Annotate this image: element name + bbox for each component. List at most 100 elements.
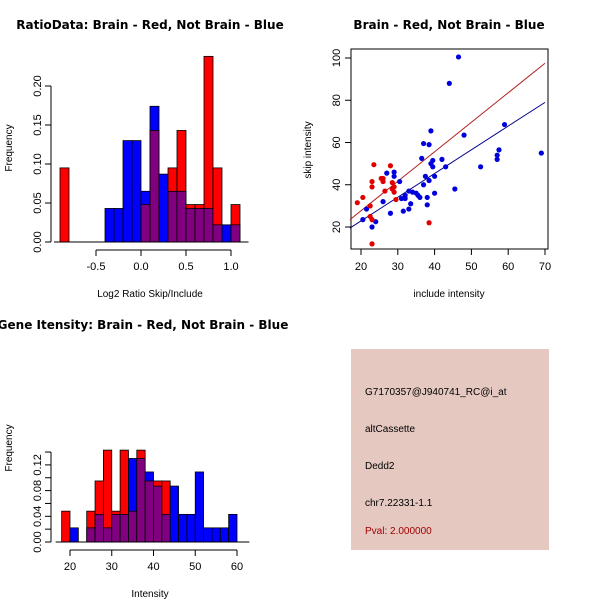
- scatter-points: [354, 54, 544, 247]
- gene-histogram-bar-not-brain: [211, 527, 221, 543]
- brain-point: [380, 178, 386, 185]
- ratio-histogram: RatioData: Brain - Red, Not Brain - Blue…: [4, 18, 284, 300]
- gene-histogram-bar-brain: [61, 510, 71, 543]
- not-brain-point: [369, 224, 375, 230]
- ratio-histogram-y-tick-label: 0.05: [32, 192, 44, 213]
- ratio-histogram-bar-overlap: [149, 130, 160, 243]
- gene-histogram-bar-overlap: [153, 485, 163, 543]
- not-brain-point: [452, 186, 458, 192]
- ratio-histogram-bar-overlap: [230, 224, 241, 243]
- scatter-x-tick-label: 20: [355, 261, 367, 273]
- brain-point: [369, 217, 375, 223]
- ratio-histogram-bar-overlap: [167, 190, 178, 243]
- gene-histogram-bar-overlap: [144, 480, 154, 543]
- scatter-x-tick-label: 60: [502, 261, 514, 273]
- scatter-y-tick-label: 100: [331, 49, 343, 67]
- gene-histogram-xlabel: Intensity: [131, 589, 168, 600]
- brain-point: [382, 188, 388, 194]
- gene-histogram-bar-overlap: [111, 513, 121, 543]
- gene-histogram-bar-overlap: [103, 527, 113, 543]
- gene-histogram-bar-overlap: [128, 510, 138, 543]
- scatter-x-tick-label: 40: [428, 261, 440, 273]
- gene-histogram-bar-overlap: [86, 527, 96, 543]
- not-brain-point: [428, 128, 434, 134]
- brain-point: [387, 163, 394, 169]
- ratio-histogram-bar-overlap: [194, 208, 205, 243]
- gene-histogram-x-tick-label: 30: [106, 561, 118, 573]
- gene-histogram-bar-not-brain: [169, 485, 179, 543]
- not-brain-point: [380, 199, 386, 205]
- gene-histogram-y-tick-label: 0.12: [32, 454, 44, 475]
- not-brain-point: [432, 173, 438, 179]
- gene-histogram-bar-not-brain: [69, 527, 79, 543]
- scatter-y-tick-label: 80: [331, 94, 343, 106]
- not-brain-point: [432, 190, 438, 196]
- ratio-histogram-bar-not-brain: [104, 208, 115, 243]
- brain-fit-line: [349, 62, 546, 220]
- scatter-fit-lines: [349, 62, 546, 229]
- ratio-histogram-bar-not-brain: [113, 208, 124, 243]
- not-brain-point: [400, 208, 406, 214]
- ratio-histogram-title: RatioData: Brain - Red, Not Brain - Blue: [16, 18, 283, 32]
- gene-histogram-bar-not-brain: [194, 471, 205, 543]
- not-brain-point: [455, 54, 462, 60]
- gene-histogram-x-tick-label: 40: [147, 561, 159, 573]
- gene-intensity-histogram: Gene Itensity: Brain - Red, Not Brain - …: [0, 318, 288, 600]
- gene-histogram-bar-not-brain: [178, 513, 188, 543]
- not-brain-point: [496, 147, 502, 153]
- not-brain-point: [478, 164, 484, 170]
- ratio-histogram-bar-not-brain: [131, 140, 142, 243]
- not-brain-point: [494, 156, 500, 162]
- gene-histogram-bar-overlap: [94, 513, 104, 543]
- brain-point: [369, 184, 375, 190]
- brain-point: [369, 241, 375, 247]
- not-brain-point: [424, 202, 430, 208]
- ratio-histogram-bar-overlap: [140, 204, 151, 243]
- not-brain-point: [408, 201, 414, 207]
- not-brain-point: [424, 194, 430, 201]
- brain-point: [389, 180, 395, 186]
- not-brain-point: [402, 192, 408, 198]
- not-brain-point: [430, 164, 436, 170]
- not-brain-point: [461, 132, 467, 138]
- gene-histogram-bar-not-brain: [228, 513, 238, 543]
- brain-point: [426, 220, 432, 226]
- not-brain-point: [426, 177, 432, 184]
- scatter-x-tick-label: 70: [539, 261, 551, 273]
- gene-name: Dedd2: [365, 461, 395, 472]
- not-brain-point: [494, 152, 500, 158]
- ratio-histogram-xlabel: Log2 Ratio Skip/Include: [97, 289, 203, 300]
- gene-histogram-bar-not-brain: [186, 513, 196, 543]
- ratio-histogram-bar-brain: [59, 167, 70, 243]
- ratio-histogram-bars: [59, 55, 241, 243]
- not-brain-point: [446, 80, 452, 86]
- brain-point: [371, 162, 377, 168]
- ratio-histogram-y-tick-label: 0.00: [32, 231, 44, 252]
- gene-histogram-y-tick-label: 0.04: [32, 506, 44, 527]
- gene-histogram-bar-overlap: [136, 458, 146, 543]
- gene-histogram-y-tick-label: 0.00: [32, 531, 44, 552]
- brain-point: [393, 196, 399, 203]
- brain-point: [369, 178, 375, 185]
- ratio-histogram-y-tick-label: 0.10: [32, 153, 44, 174]
- scatter-xlabel: include intensity: [413, 289, 484, 300]
- ratio-histogram-x-tick-label: 1.0: [223, 261, 238, 273]
- gene-histogram-ylabel: Frequency: [4, 424, 15, 471]
- not-brain-point: [417, 194, 423, 201]
- not-brain-point: [420, 140, 427, 147]
- brain-point: [391, 189, 397, 195]
- intensity-scatter-plot: Brain - Red, Not Brain - Blue include in…: [303, 18, 551, 300]
- probe-info-panel: G7170357@J940741_RC@i_at altCassette Ded…: [351, 349, 549, 550]
- probe-id: G7170357@J940741_RC@i_at: [365, 387, 507, 398]
- gene-histogram-bar-overlap: [161, 513, 171, 543]
- scatter-y-tick-label: 20: [331, 221, 343, 233]
- not-brain-point: [387, 210, 394, 216]
- not-brain-point: [430, 157, 436, 164]
- ratio-histogram-bar-not-brain: [158, 173, 169, 243]
- pval-text: Pval: 2.000000: [365, 526, 432, 537]
- gene-histogram-bar-not-brain: [203, 527, 213, 543]
- ratio-histogram-x-tick-label: 0.5: [178, 261, 193, 273]
- ratio-histogram-ylabel: Frequency: [4, 124, 15, 171]
- not-brain-point: [384, 170, 390, 176]
